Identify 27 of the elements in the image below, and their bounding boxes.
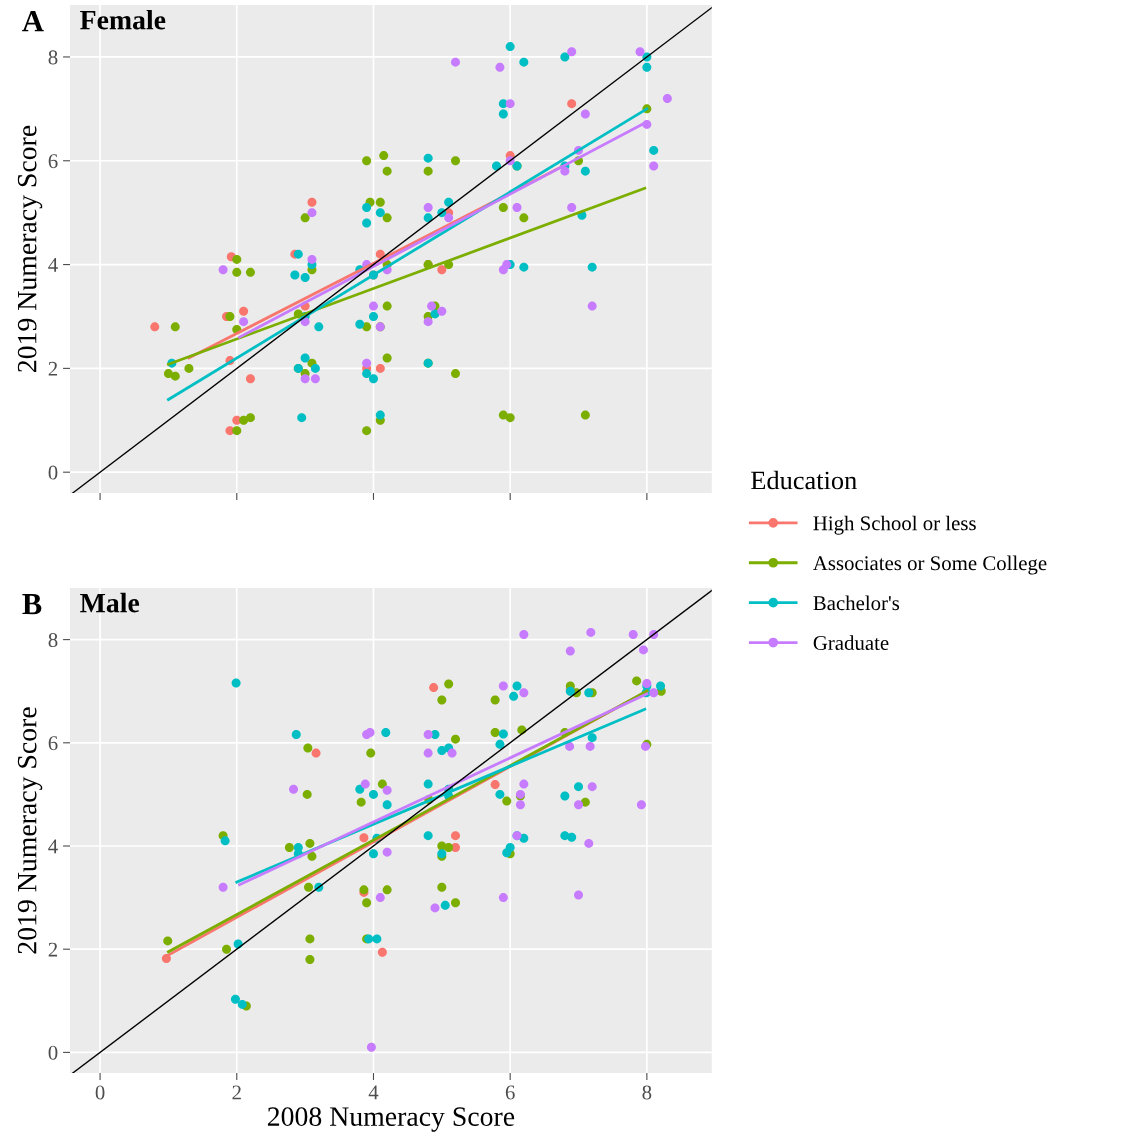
legend-title: Education xyxy=(751,470,857,490)
y-tick-label: 4 xyxy=(48,839,58,854)
y-axis-title: 2019 Numeracy Score xyxy=(17,707,43,954)
y-axis-title: 2019 Numeracy Score xyxy=(17,125,43,372)
y-tick-label: 2 xyxy=(48,942,58,957)
x-tick-label: 2 xyxy=(232,1085,241,1100)
y-tick-label: 2 xyxy=(48,361,58,376)
y-tick-label: 0 xyxy=(48,1045,58,1060)
legend-label: Bachelor's xyxy=(813,595,900,611)
text: B xyxy=(22,594,42,615)
legend-label: Associates or Some College xyxy=(813,555,1047,575)
x-tick-label: 8 xyxy=(642,1085,652,1100)
x-tick-label: 6 xyxy=(505,1085,515,1100)
y-tick-label: 8 xyxy=(48,632,58,648)
y-tick-label: 6 xyxy=(48,736,58,751)
x-axis-title: 2008 Numeracy Score xyxy=(267,1107,515,1132)
x-tick-label: 0 xyxy=(95,1085,105,1100)
chart-title: Female xyxy=(80,9,166,30)
y-tick-label: 8 xyxy=(48,50,58,65)
legend-label: Graduate xyxy=(813,635,889,651)
text: A xyxy=(22,10,44,32)
y-tick-label: 4 xyxy=(48,258,58,272)
y-tick-label: 6 xyxy=(48,154,58,169)
y-tick-label: 0 xyxy=(48,465,58,480)
legend-label: High School or less xyxy=(813,515,976,535)
x-tick-label: 4 xyxy=(368,1085,379,1100)
chart-title: Male xyxy=(80,592,140,613)
